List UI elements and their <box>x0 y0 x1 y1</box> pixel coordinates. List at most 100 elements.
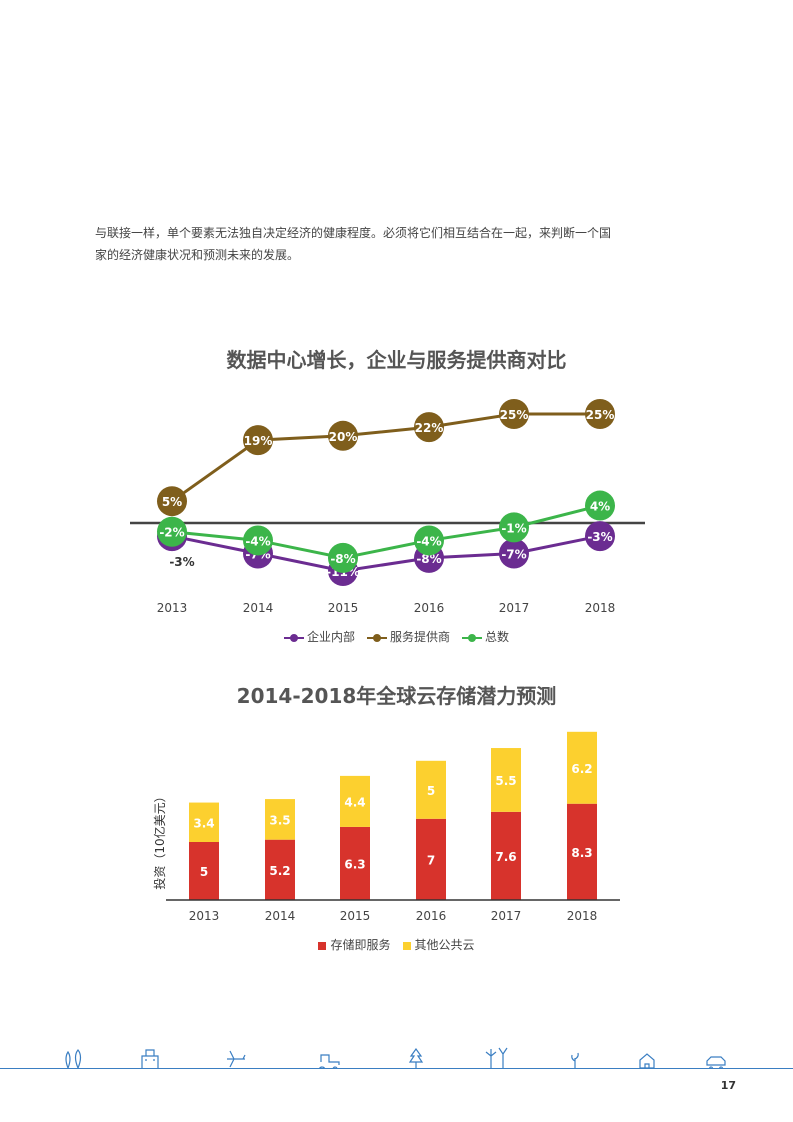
x-tick-label: 2017 <box>499 601 530 615</box>
x-tick-label: 2016 <box>414 601 445 615</box>
legend-marker <box>366 633 387 642</box>
line-chart: 201320142015201620172018-3%-7%-11%-8%-7%… <box>130 399 645 615</box>
data-label: 19% <box>244 434 273 448</box>
series-line-1 <box>171 412 600 503</box>
data-label: -3% <box>587 530 612 544</box>
legend-item: 其他公共云 <box>402 936 475 953</box>
legend-marker <box>462 633 482 642</box>
car-icon <box>706 1056 726 1069</box>
bar-segment <box>340 826 370 900</box>
airplane-icon <box>227 1050 246 1068</box>
legend-label: 其他公共云 <box>414 938 475 952</box>
data-label: -2% <box>159 526 184 540</box>
bar-chart-legend: 存储即服务 其他公共云 <box>0 936 793 953</box>
x-tick-label: 2013 <box>189 909 220 923</box>
legend-label: 存储即服务 <box>330 938 391 952</box>
bar-segment <box>265 799 295 840</box>
data-point <box>414 525 444 556</box>
legend-label: 服务提供商 <box>389 630 450 644</box>
data-point <box>499 512 529 543</box>
bar-segment <box>189 802 219 842</box>
tractor-icon <box>318 1054 340 1069</box>
bar-segment <box>340 775 370 827</box>
bar-segment <box>189 842 219 900</box>
x-tick-label: 2015 <box>340 909 371 923</box>
data-label: -3% <box>169 555 194 569</box>
line-chart-title: 数据中心增长，企业与服务提供商对比 <box>226 348 567 372</box>
data-label: -4% <box>245 534 270 548</box>
legend-label: 企业内部 <box>306 630 355 644</box>
bar-chart-title: 2014-2018年全球云存储潜力预测 <box>236 684 557 708</box>
bar-segment <box>265 839 295 900</box>
bar-chart: 投资（10亿美元） 5 3.4 2013 5.2 3.5 2014 6.3 4.4 2015 7 5 2… <box>152 731 620 923</box>
bar-value-label: 5 <box>427 784 435 798</box>
footer-icons <box>65 1047 726 1069</box>
bar-segment <box>416 818 446 900</box>
data-point <box>328 420 358 451</box>
x-tick-label: 2018 <box>567 909 598 923</box>
pine-tree-icon <box>408 1047 424 1068</box>
intro-line-1: 与联接一样，单个要素无法独自决定经济的健康程度。必须将它们相互结合在一起，来判断… <box>95 226 612 240</box>
data-point <box>157 516 187 547</box>
intro-paragraph: 与联接一样，单个要素无法独自决定经济的健康程度。必须将它们相互结合在一起，来判断… <box>95 222 695 266</box>
legend-marker <box>283 633 304 642</box>
line-chart-legend: 企业内部 服务提供商 总数 <box>0 628 793 645</box>
building-icon <box>141 1049 159 1068</box>
page-number: 17 <box>720 1079 736 1092</box>
data-label: 22% <box>415 421 444 435</box>
bar-segment <box>567 803 597 900</box>
data-point <box>243 525 273 556</box>
bar-value-label: 6.2 <box>571 762 592 776</box>
legend-item: 企业内部 <box>283 628 355 645</box>
house-icon <box>639 1053 655 1069</box>
data-point <box>243 425 273 456</box>
data-label: 4% <box>590 500 610 514</box>
bar-value-label: 5 <box>200 865 208 879</box>
legend-item: 服务提供商 <box>366 628 450 645</box>
data-label: 20% <box>329 430 358 444</box>
bar-value-label: 3.5 <box>269 813 290 827</box>
bar-value-label: 5.5 <box>495 774 516 788</box>
data-label: 25% <box>586 408 615 422</box>
x-tick-label: 2017 <box>491 909 522 923</box>
data-label: 25% <box>500 408 529 422</box>
bar-value-label: 7.6 <box>495 850 516 864</box>
bar-value-label: 8.3 <box>571 846 592 860</box>
y-axis-label: 投资（10亿美元） <box>152 790 167 889</box>
bar-value-label: 3.4 <box>193 816 214 830</box>
bar-value-label: 5.2 <box>269 864 290 878</box>
wind-turbine-icon <box>485 1047 508 1068</box>
legend-item: 存储即服务 <box>318 936 391 953</box>
data-point <box>585 490 615 521</box>
bar-segment <box>567 731 597 804</box>
data-label: -4% <box>416 534 441 548</box>
data-label: 5% <box>162 495 182 509</box>
x-tick-label: 2016 <box>416 909 447 923</box>
legend-item: 总数 <box>462 628 509 645</box>
data-point <box>157 486 187 517</box>
data-point <box>328 542 358 573</box>
x-tick-label: 2014 <box>265 909 296 923</box>
legend-marker <box>318 941 327 950</box>
data-point <box>414 412 444 443</box>
data-label: -7% <box>501 548 526 562</box>
bar-value-label: 7 <box>427 853 435 867</box>
bar-value-label: 4.4 <box>344 795 365 809</box>
data-label: -8% <box>416 552 441 566</box>
legend-marker <box>402 941 411 950</box>
x-tick-label: 2014 <box>243 601 274 615</box>
bar-segment <box>491 811 521 900</box>
data-point <box>499 538 529 569</box>
x-tick-label: 2015 <box>328 601 359 615</box>
data-point <box>585 521 615 552</box>
footer-divider <box>0 1068 793 1069</box>
data-label: -1% <box>501 521 526 535</box>
data-point <box>499 399 529 429</box>
plant-icon <box>571 1052 579 1068</box>
data-label: -8% <box>330 552 355 566</box>
legend-label: 总数 <box>485 630 510 644</box>
intro-line-2: 家的经济健康状况和预测未来的发展。 <box>95 248 300 262</box>
bar-segment <box>416 760 446 819</box>
x-tick-label: 2013 <box>157 601 188 615</box>
tree-icon <box>65 1049 82 1069</box>
